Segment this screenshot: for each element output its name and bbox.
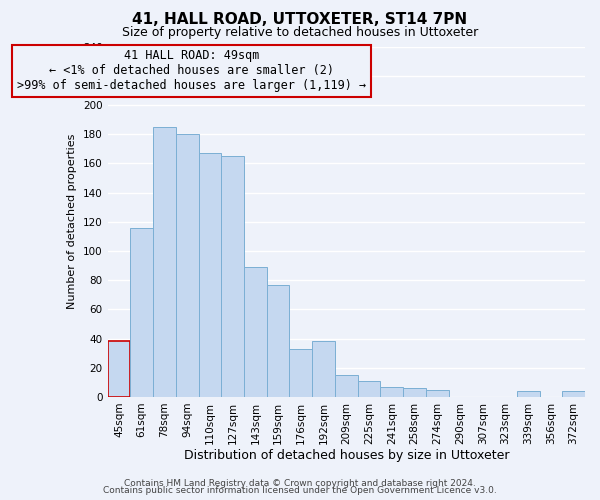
Bar [358, 381, 380, 397]
Bar [107, 342, 130, 397]
Bar [312, 342, 335, 397]
Bar [517, 391, 539, 397]
Bar [130, 228, 153, 397]
Bar [289, 349, 312, 397]
Bar [380, 386, 403, 397]
Text: Size of property relative to detached houses in Uttoxeter: Size of property relative to detached ho… [122, 26, 478, 39]
Bar [153, 127, 176, 397]
Text: Contains HM Land Registry data © Crown copyright and database right 2024.: Contains HM Land Registry data © Crown c… [124, 478, 476, 488]
Bar [267, 284, 289, 397]
X-axis label: Distribution of detached houses by size in Uttoxeter: Distribution of detached houses by size … [184, 450, 509, 462]
Bar [562, 391, 585, 397]
Bar [244, 267, 267, 397]
Bar [335, 375, 358, 397]
Y-axis label: Number of detached properties: Number of detached properties [67, 134, 77, 310]
Text: 41 HALL ROAD: 49sqm
← <1% of detached houses are smaller (2)
>99% of semi-detach: 41 HALL ROAD: 49sqm ← <1% of detached ho… [17, 50, 367, 92]
Bar [199, 153, 221, 397]
Bar [176, 134, 199, 397]
Bar [426, 390, 449, 397]
Bar [403, 388, 426, 397]
Bar [221, 156, 244, 397]
Text: 41, HALL ROAD, UTTOXETER, ST14 7PN: 41, HALL ROAD, UTTOXETER, ST14 7PN [133, 12, 467, 28]
Text: Contains public sector information licensed under the Open Government Licence v3: Contains public sector information licen… [103, 486, 497, 495]
